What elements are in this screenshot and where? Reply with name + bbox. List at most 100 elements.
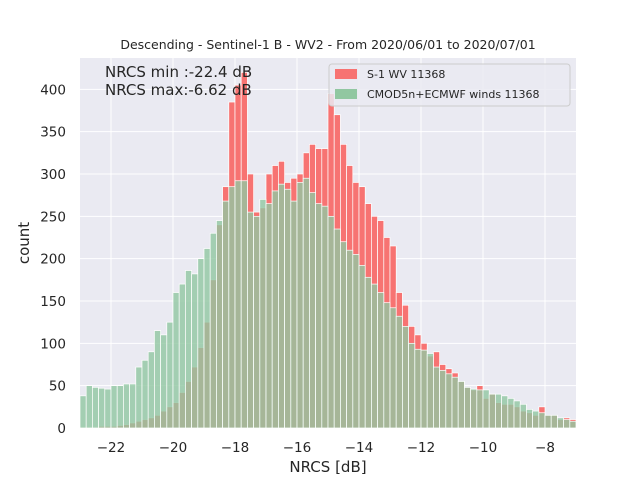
x-axis-label: NRCS [dB]	[289, 458, 366, 476]
bar-cmod	[240, 180, 248, 429]
y-tick-label: 200	[40, 252, 66, 268]
bar-cmod	[519, 403, 527, 429]
bar-cmod	[98, 387, 106, 429]
y-tick-label: 300	[40, 167, 66, 183]
bar-cmod	[309, 192, 316, 429]
bar-cmod	[557, 417, 564, 429]
annotation-nrcs-max: NRCS max:-6.62 dB	[105, 81, 252, 99]
bar-cmod	[166, 321, 174, 429]
y-tick-label: 250	[40, 209, 66, 225]
bar-cmod	[228, 186, 236, 429]
bar-cmod	[123, 383, 130, 429]
bar-cmod	[439, 370, 447, 429]
bar-cmod	[383, 302, 391, 429]
bar-cmod	[259, 199, 267, 429]
bar-cmod	[278, 183, 285, 429]
y-tick-label: 100	[40, 336, 66, 352]
legend-label-cmod: CMOD5n+ECMWF winds 11368	[367, 88, 540, 101]
bar-cmod	[457, 381, 465, 429]
bar-cmod	[79, 395, 87, 429]
bar-cmod	[433, 366, 440, 429]
x-axis-ticks: −22 −20 −18 −16 −14 −12 −10 −8	[97, 440, 555, 456]
bar-cmod	[352, 254, 360, 429]
annotation-nrcs-min: NRCS min :-22.4 dB	[105, 63, 252, 81]
chart-title: Descending - Sentinel-1 B - WV2 - From 2…	[120, 37, 535, 52]
bar-cmod	[110, 385, 118, 429]
bar-cmod	[482, 389, 490, 429]
bar-cmod	[321, 205, 329, 429]
bar-cmod	[358, 265, 366, 429]
bar-cmod	[302, 177, 310, 429]
y-tick-label: 0	[57, 421, 66, 437]
bar-cmod	[389, 307, 397, 429]
bar-cmod	[247, 211, 254, 429]
bar-cmod	[216, 220, 223, 429]
bar-cmod	[476, 389, 484, 429]
bar-cmod	[445, 373, 453, 429]
y-axis-label: count	[15, 222, 33, 264]
bar-cmod	[402, 326, 409, 429]
y-tick-label: 50	[49, 379, 66, 395]
bar-cmod	[141, 359, 149, 429]
bar-cmod	[191, 273, 199, 429]
bar-cmod	[364, 276, 372, 429]
bar-cmod	[451, 376, 459, 429]
bar-cmod	[346, 249, 354, 429]
bar-cmod	[315, 203, 323, 429]
x-tick-label: −8	[535, 440, 555, 456]
bar-cmod	[395, 315, 403, 429]
bar-cmod	[116, 385, 124, 429]
bar-cmod	[327, 215, 335, 429]
y-axis-ticks: 0 50 100 150 200 250 300 350 400	[40, 82, 66, 437]
bar-cmod	[222, 200, 230, 429]
bar-cmod	[420, 349, 428, 429]
bar-cmod	[526, 409, 533, 429]
x-tick-label: −10	[469, 440, 498, 456]
bar-cmod	[172, 292, 180, 429]
y-tick-label: 350	[40, 125, 66, 141]
legend-swatch-cmod	[335, 89, 357, 99]
bar-cmod	[333, 228, 341, 429]
bar-cmod	[488, 393, 496, 429]
bar-cmod	[569, 420, 577, 429]
bar-cmod	[271, 190, 279, 429]
bar-cmod	[154, 330, 161, 429]
legend: S-1 WV 11368 CMOD5n+ECMWF winds 11368	[328, 63, 571, 107]
bar-cmod	[296, 182, 304, 429]
bar-cmod	[284, 188, 292, 429]
bar-cmod	[371, 283, 378, 429]
bar-cmod	[550, 414, 558, 429]
bar-cmod	[470, 388, 478, 429]
bar-cmod	[147, 351, 155, 429]
bar-cmod	[544, 414, 552, 429]
x-tick-label: −22	[97, 440, 126, 456]
x-tick-label: −20	[159, 440, 188, 456]
bar-cmod	[408, 342, 416, 429]
bar-cmod	[178, 283, 186, 429]
bar-cmod	[234, 180, 242, 429]
bar-cmod	[160, 334, 168, 429]
bar-cmod	[340, 241, 347, 429]
bar-cmod	[563, 419, 571, 429]
bar-cmod	[135, 366, 143, 429]
legend-box	[328, 63, 571, 107]
bar-cmod	[377, 292, 385, 429]
x-tick-label: −18	[221, 440, 250, 456]
bar-cmod	[265, 203, 273, 429]
x-tick-label: −12	[407, 440, 436, 456]
bar-cmod	[129, 383, 137, 429]
bar-cmod	[532, 410, 540, 429]
bar-cmod	[209, 232, 217, 429]
bar-cmod	[185, 270, 192, 429]
bar-cmod	[464, 387, 471, 429]
bar-cmod	[538, 412, 546, 429]
bar-cmod	[203, 248, 211, 429]
bar-cmod	[104, 388, 112, 429]
legend-swatch-s1	[335, 69, 357, 79]
bar-cmod	[290, 200, 298, 429]
bar-cmod	[507, 398, 515, 429]
legend-label-s1: S-1 WV 11368	[367, 68, 445, 81]
bar-cmod	[501, 395, 509, 429]
bar-cmod	[253, 215, 261, 429]
